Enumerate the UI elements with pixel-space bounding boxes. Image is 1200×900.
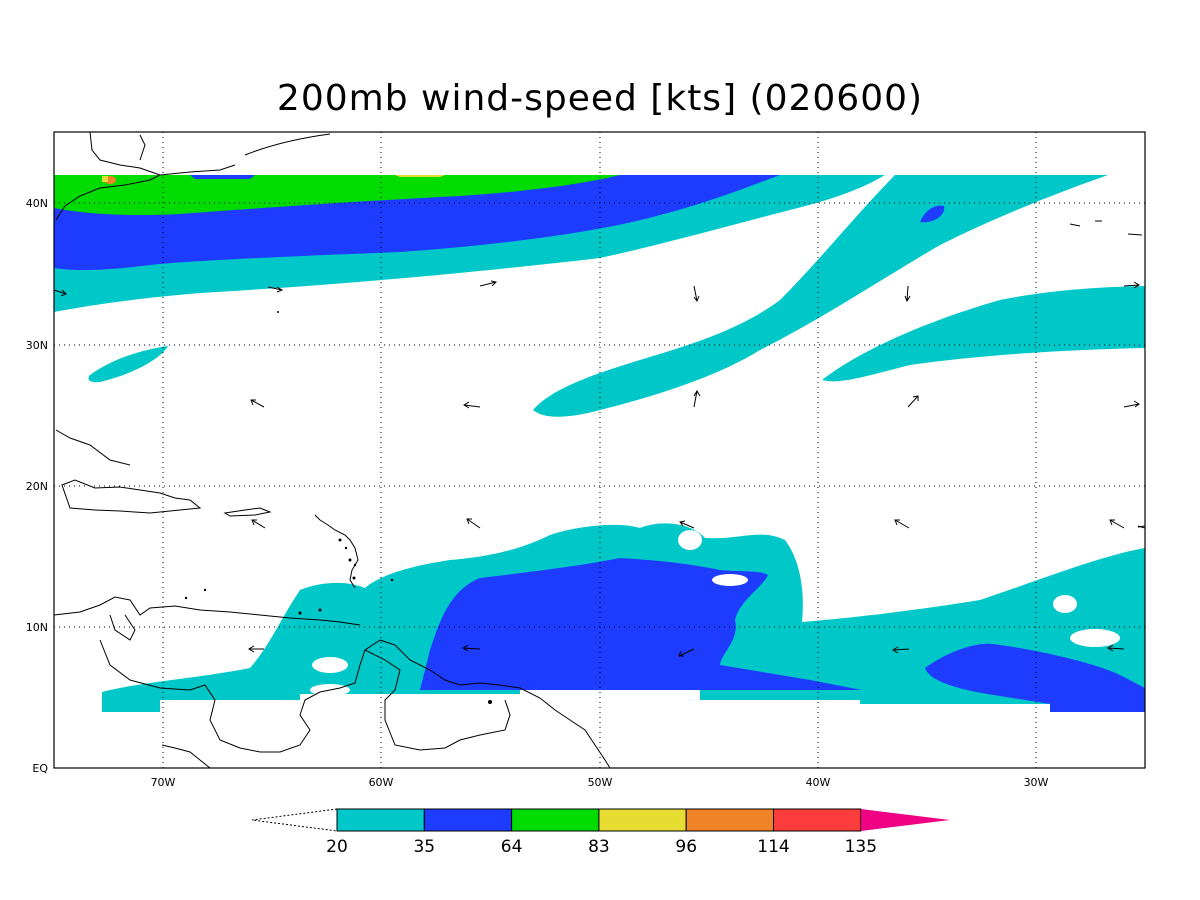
- wind-vector: [678, 648, 695, 657]
- colorbar: 20 35 64 83 96 114 135: [251, 808, 950, 857]
- wind-vector: [693, 390, 701, 408]
- lat-label: 30N: [26, 339, 48, 352]
- colorbar-swatch: [336, 808, 425, 832]
- lat-label: 40N: [26, 197, 48, 210]
- wind-region-35kt-north-top: [190, 175, 255, 179]
- map-plot-area: [54, 132, 1145, 768]
- lon-label: 70W: [151, 776, 176, 789]
- wind-region-35kt-south-central: [420, 558, 862, 690]
- wind-hole-6: [712, 574, 748, 586]
- wind-vector: [892, 646, 910, 654]
- wind-hole-1: [1053, 595, 1077, 613]
- colorbar-low-triangle: [251, 808, 338, 832]
- lat-label: 10N: [26, 621, 48, 634]
- islands: [184, 311, 492, 704]
- wind-region-35kt-small: [920, 205, 945, 223]
- lon-label: 40W: [806, 776, 831, 789]
- wind-vector: [466, 518, 481, 529]
- chart-title: 200mb wind-speed [kts] (020600): [276, 78, 924, 119]
- wind-vector: [462, 644, 481, 652]
- wind-vector: [679, 520, 695, 529]
- wind-vector: [1123, 400, 1140, 408]
- colorbar-swatch: [598, 808, 687, 832]
- lon-label: 50W: [588, 776, 613, 789]
- lon-label: 30W: [1024, 776, 1049, 789]
- wind-region-35kt-south-east: [925, 643, 1145, 712]
- colorbar-label: 64: [501, 837, 523, 857]
- wind-vectors: [54, 280, 1145, 657]
- lat-axis: EQ 10N 20N 30N 40N: [26, 197, 49, 775]
- colorbar-label: 35: [413, 837, 435, 857]
- colorbar-label: 114: [757, 837, 789, 857]
- grid: [54, 132, 1145, 768]
- colorbar-swatch: [423, 808, 513, 832]
- colorbar-swatch: [511, 808, 600, 832]
- wind-vector: [248, 645, 264, 653]
- wind-hole-3: [678, 530, 702, 550]
- wind-vector: [1137, 525, 1145, 529]
- lat-label: EQ: [32, 762, 48, 775]
- wind-region-83kt-spot: [395, 175, 445, 177]
- colorbar-label: 135: [845, 837, 877, 857]
- wind-vector: [267, 286, 284, 293]
- wind-region-20kt-east: [822, 286, 1145, 382]
- wind-hole-2: [1070, 629, 1120, 647]
- colorbar-high-triangle: [861, 809, 950, 831]
- wind-region-20kt-west-patch: [88, 346, 168, 383]
- colorbar-label: 20: [326, 837, 348, 857]
- coastlines: [54, 132, 1145, 768]
- wind-vector: [907, 395, 919, 408]
- wind-region-64kt-north: [54, 175, 620, 216]
- wind-region-83kt-spot-2: [102, 176, 108, 182]
- wind-region-20kt-diagonal: [533, 175, 1108, 417]
- wind-vector: [250, 399, 265, 408]
- wind-vector: [54, 289, 67, 297]
- wind-vector: [463, 401, 481, 409]
- wind-vector: [479, 280, 498, 287]
- wind-vector: [1107, 644, 1125, 652]
- lat-label: 20N: [26, 480, 48, 493]
- colorbar-label: 83: [588, 837, 610, 857]
- wind-vector: [894, 519, 910, 529]
- lon-label: 60W: [369, 776, 394, 789]
- colorbar-swatch: [773, 808, 862, 832]
- wind-vector: [1109, 519, 1125, 529]
- plot-frame: [53, 131, 1146, 769]
- colorbar-label: 96: [675, 837, 697, 857]
- lon-axis: 70W 60W 50W 40W 30W: [151, 776, 1049, 789]
- wind-vector: [251, 519, 266, 529]
- wind-vector: [693, 285, 700, 303]
- wind-hole-4: [312, 657, 348, 673]
- wind-vector: [1123, 281, 1140, 289]
- colorbar-swatch: [685, 808, 775, 832]
- wind-vector: [904, 285, 911, 303]
